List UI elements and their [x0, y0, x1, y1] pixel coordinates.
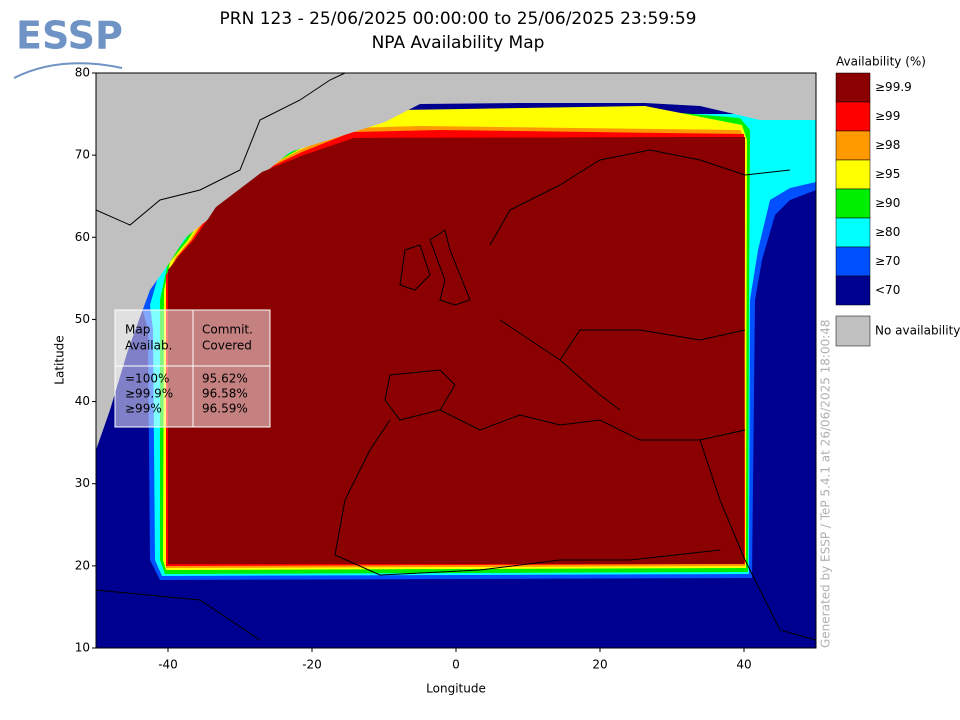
- legend-swatch: [835, 246, 871, 277]
- table-col: [114, 309, 194, 428]
- summary-table: [114, 309, 271, 428]
- table-cell: 96.58%: [202, 387, 248, 401]
- table-cell: =100%: [125, 372, 169, 386]
- legend-swatch: [835, 217, 871, 248]
- y-tick-label: 20: [75, 558, 90, 572]
- logo: ESSP: [16, 14, 123, 58]
- legend-label: ≥99: [875, 109, 900, 123]
- y-tick-label: 50: [75, 312, 90, 326]
- table-col: [192, 309, 271, 428]
- legend-label: ≥80: [875, 225, 900, 239]
- legend-label: ≥99.9: [875, 80, 912, 94]
- title: PRN 123 - 25/06/2025 00:00:00 to 25/06/2…: [220, 9, 697, 29]
- y-axis-label: Latitude: [53, 335, 67, 384]
- y-tick-label: 40: [75, 394, 90, 408]
- legend-swatch: [835, 72, 871, 103]
- coastlines: [95, 72, 817, 641]
- logo-arc: [13, 62, 123, 79]
- legend-label: ≥70: [875, 254, 900, 268]
- map-area: [95, 72, 817, 649]
- table-header: Availab.: [125, 339, 172, 353]
- legend-swatch: [835, 130, 871, 161]
- x-tick-label: -40: [158, 658, 178, 672]
- legend-label: <70: [875, 283, 900, 297]
- legend-label: ≥98: [875, 138, 900, 152]
- x-tick-label: 0: [452, 658, 460, 672]
- x-axis-label: Longitude: [426, 682, 486, 696]
- table-cell: ≥99%: [125, 402, 162, 416]
- legend-title: Availability (%): [836, 55, 926, 69]
- x-tick-label: 40: [736, 658, 751, 672]
- legend-swatch: [835, 275, 871, 306]
- table-cell: 95.62%: [202, 372, 248, 386]
- legend-label: ≥95: [875, 167, 900, 181]
- table-header: Commit.: [202, 323, 253, 337]
- legend-swatch: [835, 101, 871, 132]
- table-header: Covered: [202, 339, 252, 353]
- legend-label: No availability: [875, 324, 960, 338]
- table-cell: 96.59%: [202, 402, 248, 416]
- zone-none: [96, 73, 816, 450]
- legend-swatch: [835, 315, 871, 347]
- table-cell: ≥99.9%: [125, 387, 173, 401]
- footer: Generated by ESSP / TeP 5.4.1 at 26/06/2…: [819, 319, 833, 648]
- y-tick-label: 10: [75, 641, 90, 655]
- x-tick-label: 20: [592, 658, 607, 672]
- legend-label: ≥90: [875, 196, 900, 210]
- zone-box: [168, 137, 745, 564]
- table-header: Map: [125, 323, 150, 337]
- x-tick-label: -20: [302, 658, 322, 672]
- y-tick-label: 30: [75, 476, 90, 490]
- subtitle: NPA Availability Map: [372, 33, 545, 53]
- y-tick-label: 70: [75, 148, 90, 162]
- y-tick-label: 60: [75, 230, 90, 244]
- legend-swatch: [835, 159, 871, 190]
- legend-swatch: [835, 188, 871, 219]
- y-tick-label: 80: [75, 66, 90, 80]
